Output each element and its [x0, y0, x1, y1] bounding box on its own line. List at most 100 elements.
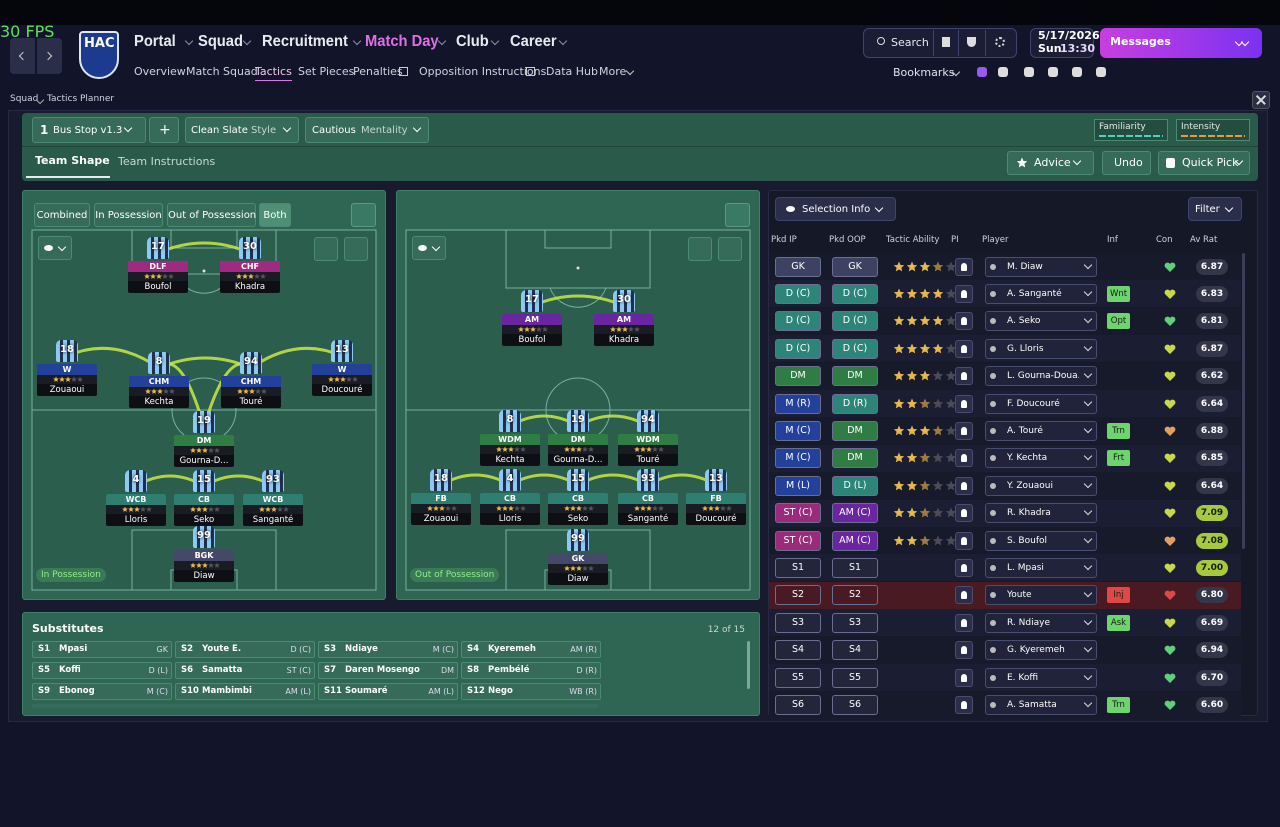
substitute-entry[interactable] [318, 641, 458, 658]
expand-button[interactable] [718, 237, 742, 261]
subnav-item[interactable]: Set Pieces [298, 65, 355, 78]
shape-filter[interactable]: Both [259, 203, 291, 227]
grid-button[interactable] [314, 237, 338, 261]
substitute-entry[interactable] [461, 641, 601, 658]
tab[interactable]: Team Instructions [118, 155, 216, 168]
player-shirt [613, 290, 635, 312]
pos-oop: DM [832, 448, 878, 469]
player-select[interactable] [985, 503, 1097, 524]
inf-badge: Frt [1107, 450, 1130, 467]
star [196, 506, 202, 512]
player-select[interactable] [985, 338, 1097, 359]
toolbar-group [863, 28, 1017, 58]
filter-button[interactable] [1188, 197, 1242, 221]
table-scrollbar [1242, 253, 1245, 549]
subnav-item[interactable]: Penalties [353, 65, 403, 78]
subnav-item[interactable]: Opposition Instructions [419, 65, 547, 78]
heart [1164, 426, 1176, 436]
messages-button[interactable] [1100, 28, 1262, 58]
player-select[interactable] [985, 557, 1097, 578]
substitute-entry[interactable] [175, 641, 315, 658]
shape-button[interactable] [725, 203, 750, 227]
add-tactic[interactable] [149, 117, 179, 143]
star-row [145, 388, 175, 394]
nav-item[interactable]: Career [510, 33, 557, 50]
player-select[interactable] [985, 393, 1097, 414]
shape-filter[interactable]: In Possession [94, 203, 163, 227]
mentality-select[interactable] [305, 117, 429, 143]
player-select[interactable] [985, 256, 1097, 277]
substitute-entry[interactable] [318, 683, 458, 700]
shape-filter[interactable]: Combined [34, 203, 90, 227]
substitute-entry[interactable] [461, 683, 601, 700]
player-role: BGK [174, 550, 234, 561]
player-icon [990, 345, 996, 352]
grid-button[interactable] [688, 237, 712, 261]
star [628, 326, 634, 332]
nav-item[interactable]: Club [456, 33, 489, 50]
sub-slot: S4 [467, 644, 480, 655]
av-rating: 6.85 [1196, 450, 1228, 467]
player-select[interactable] [985, 640, 1097, 661]
star [658, 505, 664, 511]
player-select[interactable] [985, 612, 1097, 633]
tab[interactable]: Team Shape [35, 154, 110, 167]
pos-oop: S2 [832, 585, 878, 606]
player-select[interactable] [985, 420, 1097, 441]
player-select[interactable] [985, 530, 1097, 551]
subnav-item[interactable]: Match Squad [186, 65, 258, 78]
star [65, 376, 71, 382]
star [646, 446, 652, 452]
style-select[interactable] [185, 117, 299, 143]
shape-filter[interactable]: Out of Possession [167, 203, 256, 227]
player-select[interactable] [985, 694, 1097, 715]
view-button[interactable] [412, 236, 446, 260]
substitute-entry[interactable] [318, 662, 458, 679]
player-select[interactable] [985, 667, 1097, 688]
av-rating: 7.09 [1196, 505, 1228, 522]
forward-button[interactable] [37, 38, 62, 74]
sub-name: Soumaré [345, 686, 388, 697]
star-row [634, 505, 664, 511]
star-row [190, 506, 220, 512]
star [433, 505, 439, 511]
tactic-select[interactable] [32, 117, 146, 143]
player-select[interactable] [985, 366, 1097, 387]
player-select[interactable] [985, 585, 1097, 606]
pos-ip: D (C) [775, 283, 821, 304]
column-header: Av Rat [1190, 234, 1218, 245]
ability-stars [893, 315, 957, 326]
nav-item[interactable]: Portal [134, 33, 176, 50]
player-name: L. Mpasi [1007, 562, 1044, 573]
substitute-entry[interactable] [461, 662, 601, 679]
shape-button[interactable] [351, 203, 376, 227]
subnav-item[interactable]: Tactics [255, 64, 292, 81]
star-row [122, 506, 152, 512]
nav-item[interactable]: Squad [198, 33, 243, 50]
substitute-entry[interactable] [175, 662, 315, 679]
substitute-entry[interactable] [32, 683, 172, 700]
undo-button[interactable] [1102, 151, 1151, 175]
view-button[interactable] [38, 236, 72, 260]
player-name: M. Diaw [1007, 261, 1043, 272]
substitute-entry[interactable] [175, 683, 315, 700]
expand-button[interactable] [344, 237, 368, 261]
subnav-item[interactable]: More [599, 65, 627, 78]
selection-info-button[interactable] [775, 197, 896, 221]
substitute-entry[interactable] [32, 641, 172, 658]
subnav-item[interactable]: Overview [134, 65, 186, 78]
player-number: 93 [641, 473, 655, 484]
nav-item[interactable]: Match Day [365, 33, 439, 50]
subnav-item[interactable]: Data Hub [546, 65, 598, 78]
back-button[interactable] [10, 38, 35, 74]
player-select[interactable] [985, 311, 1097, 332]
star-row [190, 447, 220, 453]
substitute-entry[interactable] [32, 662, 172, 679]
player-select[interactable] [985, 475, 1097, 496]
star-row [610, 326, 640, 332]
player-select[interactable] [985, 448, 1097, 469]
player-role: GK [548, 553, 608, 564]
advice-icon [1016, 157, 1028, 168]
player-select[interactable] [985, 283, 1097, 304]
nav-item[interactable]: Recruitment [262, 33, 348, 50]
